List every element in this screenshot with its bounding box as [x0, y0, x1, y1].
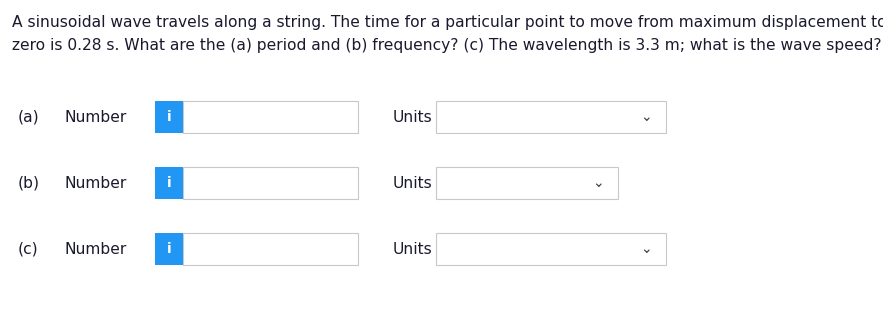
Bar: [183, 101, 358, 133]
Text: i: i: [167, 242, 171, 256]
Bar: [155, 167, 183, 199]
Text: ⌄: ⌄: [640, 110, 652, 124]
Bar: [155, 233, 183, 265]
Text: A sinusoidal wave travels along a string. The time for a particular point to mov: A sinusoidal wave travels along a string…: [12, 15, 883, 30]
Bar: [155, 101, 183, 133]
Bar: [183, 233, 358, 265]
Text: zero is 0.28 s. What are the (a) period and (b) frequency? (c) The wavelength is: zero is 0.28 s. What are the (a) period …: [12, 38, 881, 53]
Text: i: i: [167, 110, 171, 124]
Text: ⌄: ⌄: [640, 242, 652, 256]
Text: (a): (a): [18, 110, 40, 125]
Bar: [436, 101, 666, 133]
Text: Units: Units: [393, 110, 433, 125]
Bar: [183, 167, 358, 199]
Bar: [436, 167, 618, 199]
Text: Units: Units: [393, 176, 433, 191]
Text: Number: Number: [65, 242, 127, 256]
Text: Number: Number: [65, 176, 127, 191]
Text: (b): (b): [18, 176, 40, 191]
Text: i: i: [167, 176, 171, 190]
Bar: [436, 233, 666, 265]
Text: (c): (c): [18, 242, 39, 256]
Text: ⌄: ⌄: [592, 176, 604, 190]
Text: Units: Units: [393, 242, 433, 256]
Text: Number: Number: [65, 110, 127, 125]
